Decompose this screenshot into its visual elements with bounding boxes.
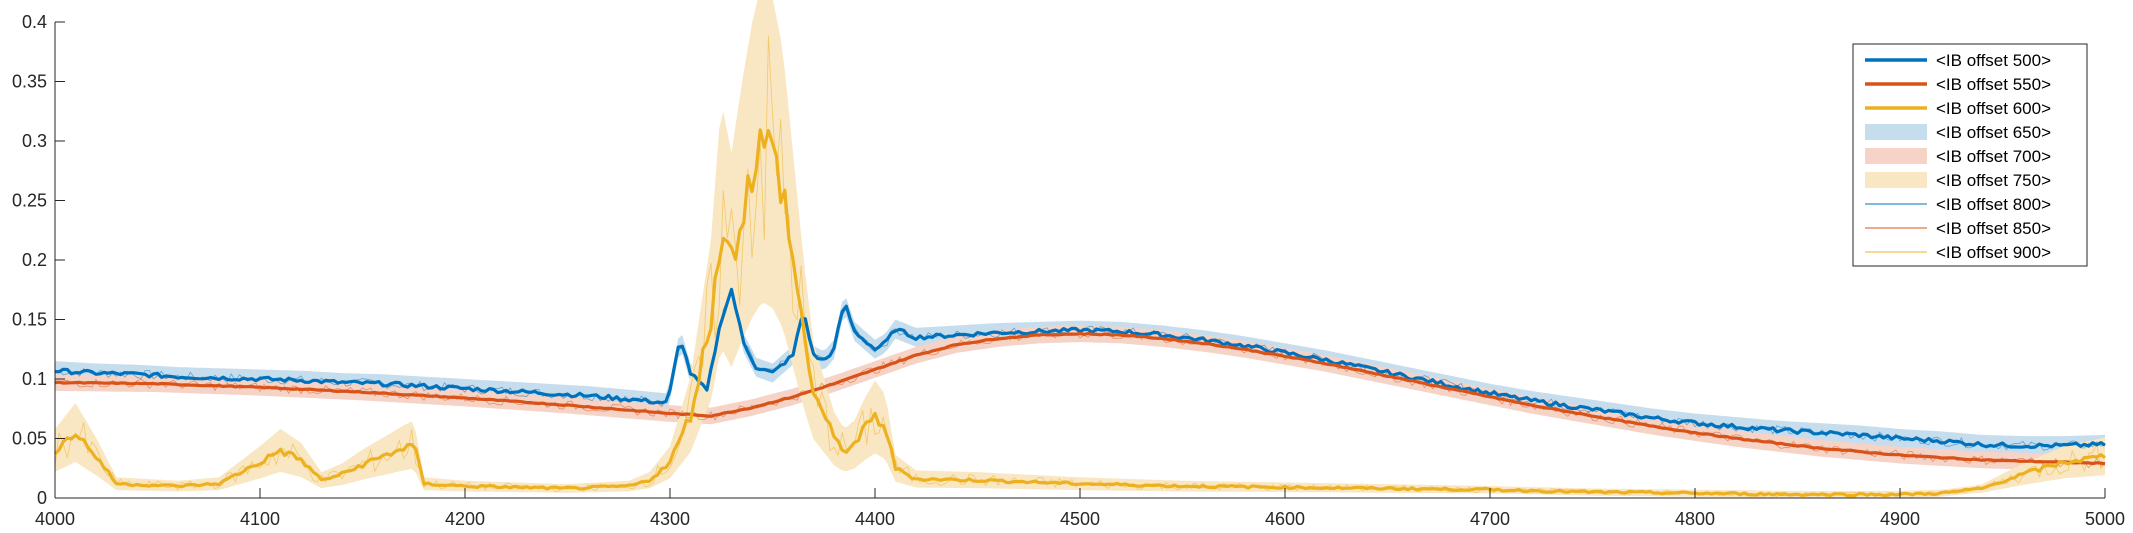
- legend-label: <IB offset 850>: [1936, 219, 2051, 238]
- x-tick-label: 4300: [650, 509, 690, 529]
- y-tick-label: 0.2: [22, 250, 47, 270]
- x-tick-label: 5000: [2085, 509, 2125, 529]
- band-2: [55, 0, 2105, 498]
- legend-label: <IB offset 750>: [1936, 171, 2051, 190]
- x-tick-label: 4700: [1470, 509, 1510, 529]
- axes: 0 0.05 0.1 0.15 0.2 0.25 0.3 0.35 0.4 4000 4100 420…: [12, 12, 2125, 529]
- legend-label: <IB offset 900>: [1936, 243, 2051, 262]
- y-tick-label: 0.25: [12, 191, 47, 211]
- series-line-1: [54, 332, 2106, 466]
- legend-label: <IB offset 650>: [1936, 123, 2051, 142]
- x-tick-label: 4600: [1265, 509, 1305, 529]
- x-tick-label: 4900: [1880, 509, 1920, 529]
- legend-swatch: [1865, 148, 1927, 164]
- series-line-2: [53, 128, 2106, 498]
- legend-swatch: [1865, 172, 1927, 188]
- legend-swatch: [1865, 124, 1927, 140]
- y-tick-label: 0.35: [12, 72, 47, 92]
- series-line-0: [55, 287, 2106, 450]
- legend-label: <IB offset 550>: [1936, 75, 2051, 94]
- legend-label: <IB offset 600>: [1936, 99, 2051, 118]
- legend-label: <IB offset 800>: [1936, 195, 2051, 214]
- band-0: [55, 280, 2105, 456]
- legend: <IB offset 500> <IB offset 550> <IB offset…: [1852, 43, 2088, 267]
- shaded-bands: [55, 0, 2105, 498]
- x-tick-label: 4800: [1675, 509, 1715, 529]
- y-tick-label: 0: [37, 488, 47, 508]
- x-tick-label: 4000: [35, 509, 75, 529]
- x-tick-label: 4200: [445, 509, 485, 529]
- x-tick-label: 4100: [240, 509, 280, 529]
- y-tick-label: 0.1: [22, 369, 47, 389]
- legend-label: <IB offset 500>: [1936, 51, 2051, 70]
- x-tick-label: 4400: [855, 509, 895, 529]
- x-tick-label: 4500: [1060, 509, 1100, 529]
- y-tick-label: 0.3: [22, 131, 47, 151]
- y-tick-label: 0.4: [22, 12, 47, 32]
- legend-label: <IB offset 700>: [1936, 147, 2051, 166]
- y-tick-label: 0.15: [12, 310, 47, 330]
- series-lines: [53, 128, 2106, 498]
- y-tick-label: 0.05: [12, 429, 47, 449]
